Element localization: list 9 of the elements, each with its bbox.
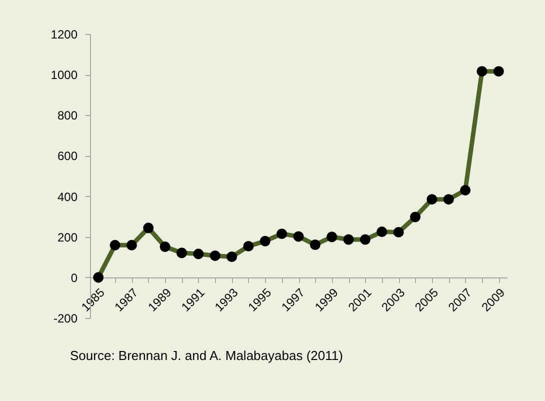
y-tick-label: -200 [53,312,78,326]
y-tick-label: 1000 [50,68,78,82]
y-tick-label: 200 [57,230,78,244]
y-tick-label: 1200 [50,28,78,42]
y-tick-label: 800 [57,108,78,123]
y-tick-label: 0 [70,270,78,285]
y-tick-label: 400 [57,190,78,204]
y-tick-label: 600 [57,149,78,164]
source-note: Source: Brennan J. and A. Malabayabas (2011) [70,348,343,363]
